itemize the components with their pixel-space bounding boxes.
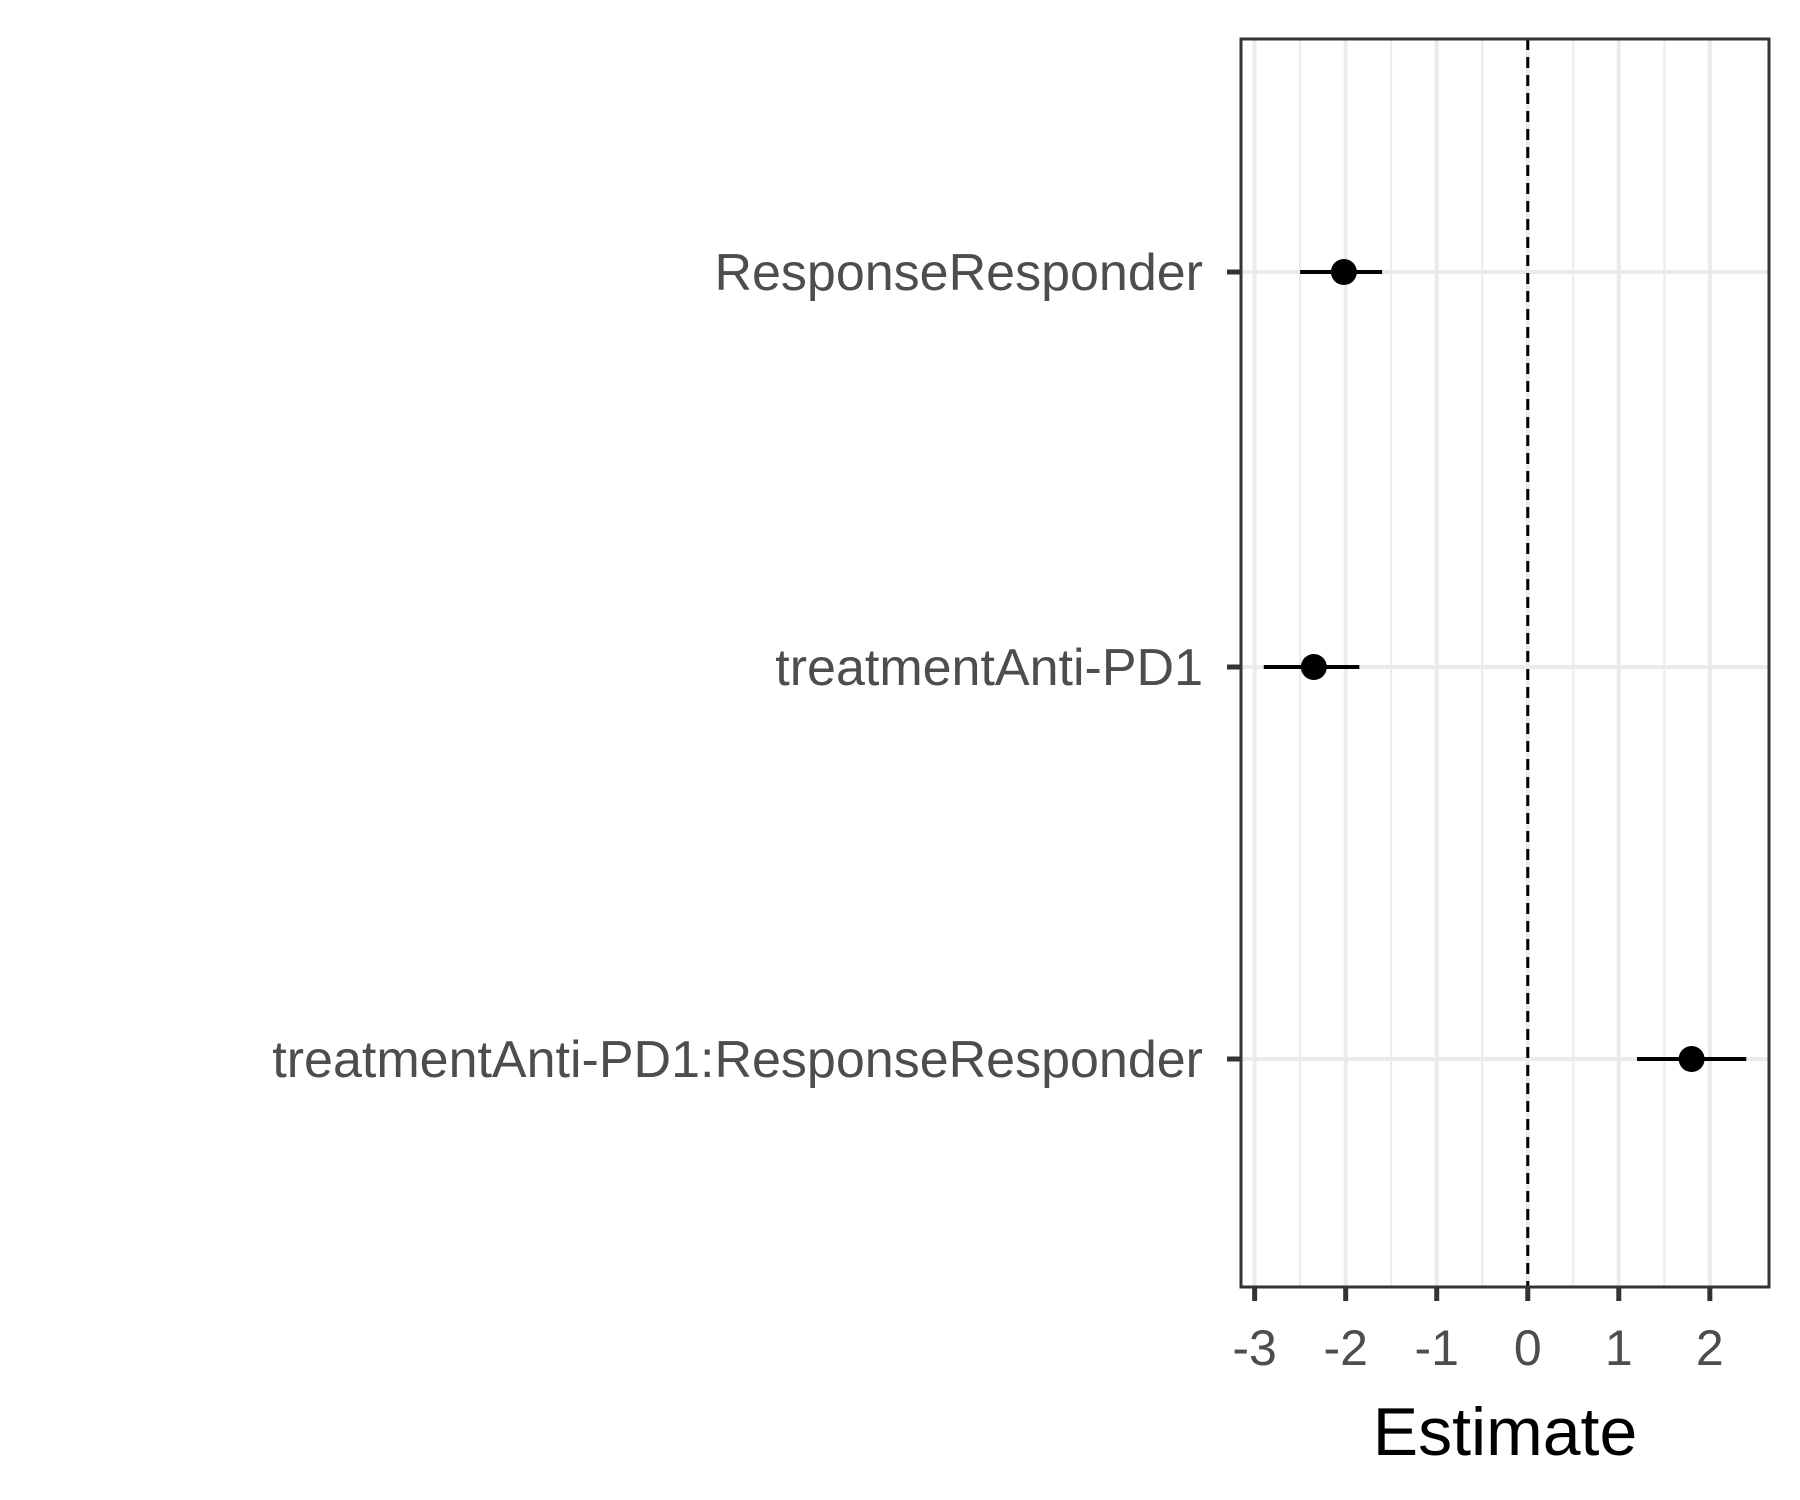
y-tick-label: ResponseResponder: [714, 244, 1203, 302]
x-tick-label: 2: [1696, 1320, 1724, 1376]
panel-border: [1239, 37, 1771, 1289]
estimate-point: [1330, 259, 1357, 285]
x-tick-label: 1: [1605, 1320, 1633, 1376]
estimate-point: [1300, 654, 1327, 680]
x-axis-title: Estimate: [1373, 1394, 1638, 1470]
x-tick-label: -1: [1414, 1320, 1458, 1376]
y-tick-label: treatmentAnti-PD1:ResponseResponder: [272, 1031, 1203, 1089]
estimate-point: [1678, 1046, 1705, 1072]
x-tick-label: -3: [1232, 1320, 1276, 1376]
y-tick-label: treatmentAnti-PD1: [775, 639, 1203, 697]
data-layer: [1263, 259, 1747, 1072]
x-tick-label: -2: [1323, 1320, 1367, 1376]
axis-layer: ResponseResponder treatmentAnti-PD1 treatm…: [272, 244, 1723, 1376]
x-tick-label: 0: [1514, 1320, 1542, 1376]
